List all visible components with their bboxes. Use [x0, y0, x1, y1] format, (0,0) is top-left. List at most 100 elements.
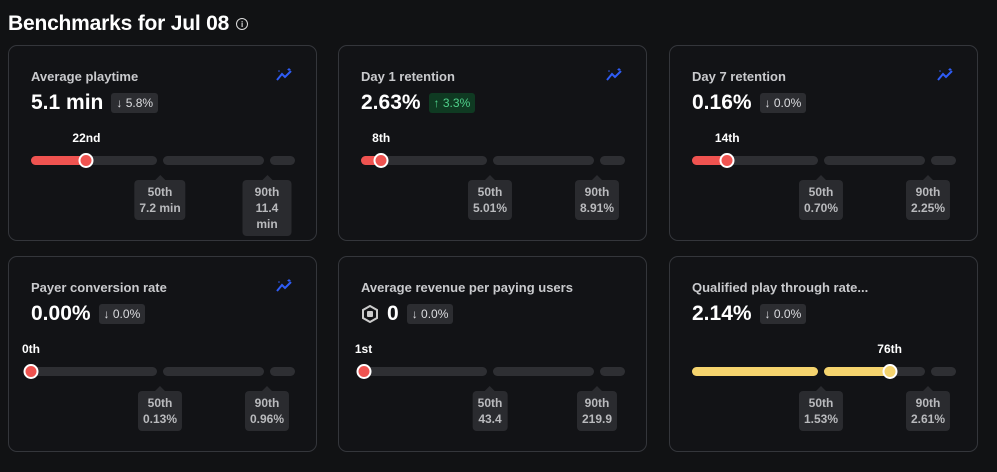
segment-90-100	[600, 156, 625, 165]
p90-value: 2.25%	[910, 201, 946, 215]
p90-label: 90th	[584, 185, 610, 199]
p90-label: 90th	[915, 185, 941, 199]
percentile-marker	[78, 153, 94, 168]
p50-label: 50th	[808, 185, 834, 199]
p90-label: 90th	[254, 396, 280, 410]
segment-50-90	[163, 156, 264, 165]
p90-tooltip: 90th 2.61%	[905, 386, 951, 431]
segment-0-50	[31, 367, 157, 376]
change-badge: ↑ 3.3%	[428, 93, 476, 113]
p50-label: 50th	[147, 185, 173, 199]
percentile-label: 22nd	[72, 131, 101, 145]
metric-title: Day 7 retention	[692, 69, 786, 84]
progress-fill	[361, 156, 382, 165]
percentile-label: 0th	[22, 342, 40, 356]
p50-value: 1.53%	[803, 412, 839, 426]
p50-value: 0.13%	[142, 412, 178, 426]
segment-90-100	[931, 367, 956, 376]
benchmark-card: Payer conversion rate 0.00% ↓ 0.0% 0th 5…	[8, 256, 317, 452]
p50-label: 50th	[477, 185, 503, 199]
page-header: Benchmarks for Jul 08 i	[8, 12, 249, 36]
progress-fill	[824, 367, 890, 376]
segment-90-100	[270, 156, 295, 165]
p90-label: 90th	[915, 396, 941, 410]
p50-tooltip: 50th 43.4	[472, 386, 508, 431]
metric-title: Average revenue per paying users	[361, 280, 573, 295]
p90-value: 2.61%	[910, 412, 946, 426]
p50-tooltip: 50th 7.2 min	[134, 175, 186, 220]
percentile-label: 76th	[877, 342, 902, 356]
progress-fill	[692, 156, 728, 165]
metric-value: 0	[387, 302, 399, 325]
change-badge: ↓ 0.0%	[98, 304, 146, 324]
change-badge: ↓ 5.8%	[111, 93, 159, 113]
trend-chart-icon[interactable]	[606, 68, 624, 82]
percentile-marker	[719, 153, 735, 168]
benchmark-card: Day 1 retention 2.63% ↑ 3.3% 8th 50th 5.0…	[338, 45, 647, 241]
percentile-marker	[23, 364, 39, 379]
metric-value: 2.63%	[361, 91, 421, 114]
robux-icon	[362, 305, 378, 323]
p50-value: 5.01%	[472, 201, 508, 215]
p90-tooltip: 90th 8.91%	[574, 175, 620, 220]
p50-value: 7.2 min	[139, 201, 181, 215]
trend-chart-icon[interactable]	[276, 279, 294, 293]
progress-fill	[692, 367, 818, 376]
percentile-label: 14th	[714, 131, 740, 145]
p50-tooltip: 50th 0.13%	[137, 386, 183, 431]
percentile-label: 8th	[372, 131, 391, 145]
segment-0-50	[361, 156, 487, 165]
info-icon[interactable]: i	[236, 18, 249, 30]
change-badge: ↓ 0.0%	[759, 304, 807, 324]
page-title: Benchmarks for Jul 08	[8, 12, 230, 35]
segment-0-50	[361, 367, 487, 376]
percentile-marker	[882, 364, 898, 379]
p90-tooltip: 90th 0.96%	[244, 386, 290, 431]
metric-title: Average playtime	[31, 69, 139, 84]
p90-tooltip: 90th 11.4 min	[242, 175, 292, 236]
segment-90-100	[270, 367, 295, 376]
trend-chart-icon[interactable]	[276, 68, 294, 82]
progress-fill	[31, 156, 87, 165]
segment-90-100	[600, 367, 625, 376]
p90-tooltip: 90th 219.9	[576, 386, 618, 431]
p50-tooltip: 50th 1.53%	[798, 386, 844, 431]
metric-value: 5.1 min	[31, 91, 104, 114]
change-badge: ↓ 0.0%	[406, 304, 454, 324]
segment-0-50	[31, 156, 157, 165]
p50-label: 50th	[477, 396, 503, 410]
metric-title: Day 1 retention	[361, 69, 455, 84]
metric-value: 0.00%	[31, 302, 91, 325]
p90-value: 11.4 min	[255, 201, 279, 231]
change-badge: ↓ 0.0%	[759, 93, 807, 113]
p90-value: 219.9	[581, 412, 613, 426]
trend-chart-icon[interactable]	[937, 68, 955, 82]
benchmark-card: Qualified play through rate... 2.14% ↓ 0…	[669, 256, 978, 452]
benchmark-card: Average revenue per paying users 0 ↓ 0.0…	[338, 256, 647, 452]
segment-50-90	[493, 367, 594, 376]
p50-label: 50th	[808, 396, 834, 410]
segment-50-90	[163, 367, 264, 376]
p90-value: 0.96%	[249, 412, 285, 426]
metric-title: Payer conversion rate	[31, 280, 167, 295]
segment-50-90	[493, 156, 594, 165]
p50-value: 0.70%	[803, 201, 839, 215]
p90-tooltip: 90th 2.25%	[905, 175, 951, 220]
p50-value: 43.4	[478, 412, 502, 426]
p90-label: 90th	[254, 185, 280, 199]
percentile-marker	[373, 153, 389, 168]
segment-0-50	[692, 156, 818, 165]
metric-value: 2.14%	[692, 302, 752, 325]
p90-value: 8.91%	[579, 201, 615, 215]
p50-tooltip: 50th 5.01%	[467, 175, 513, 220]
segment-90-100	[931, 156, 956, 165]
benchmark-card: Day 7 retention 0.16% ↓ 0.0% 14th 50th 0.…	[669, 45, 978, 241]
metric-title: Qualified play through rate...	[692, 280, 869, 295]
p50-label: 50th	[147, 396, 173, 410]
percentile-label: 1st	[354, 342, 373, 356]
p50-tooltip: 50th 0.70%	[798, 175, 844, 220]
benchmark-card: Average playtime 5.1 min ↓ 5.8% 22nd 50t…	[8, 45, 317, 241]
metric-value: 0.16%	[692, 91, 752, 114]
segment-50-90	[824, 156, 925, 165]
p90-label: 90th	[584, 396, 610, 410]
